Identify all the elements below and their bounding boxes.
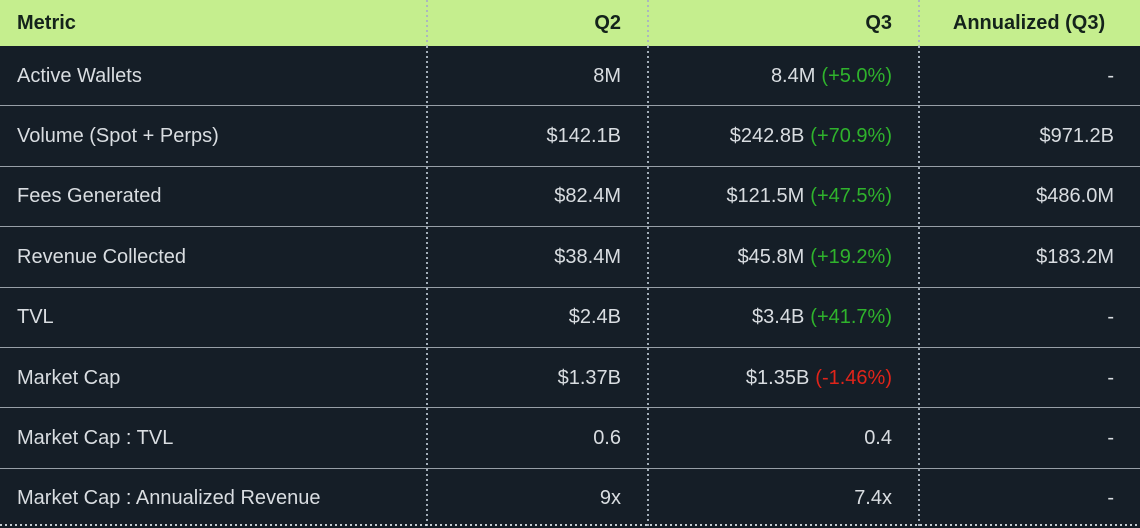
q3-amount: $121.5M (726, 185, 805, 208)
metric-label: Active Wallets (17, 64, 142, 87)
q3-value: $242.8B (+70.9%) (647, 106, 918, 166)
column-header-q2: Q2 (426, 0, 647, 46)
q3-amount: 8.4M (770, 64, 816, 87)
q3-amount: $45.8M (737, 245, 805, 268)
q3-value: $3.4B (+41.7%) (647, 287, 918, 347)
annualized-value: $183.2M (918, 227, 1140, 287)
column-header-annualized-q3: Annualized (Q3) (918, 0, 1140, 46)
metric-label: Volume (Spot + Perps) (17, 125, 219, 148)
q3-value: 0.4 (647, 408, 918, 468)
metric-label: Revenue Collected (17, 245, 186, 268)
metric-label: Fees Generated (17, 185, 162, 208)
table-row-fees-generated: Fees Generated $82.4M $121.5M (+47.5%) $4… (0, 165, 1140, 227)
q2-value: $142.1B (426, 106, 647, 166)
q3-amount: 7.4x (854, 487, 892, 510)
q3-value: 8.4M (+5.0%) (647, 46, 918, 106)
q2-value: $38.4M (426, 227, 647, 287)
q3-change-badge: (+41.7%) (810, 306, 892, 329)
q3-change-badge: (+70.9%) (810, 125, 892, 148)
q3-value: 7.4x (647, 468, 918, 528)
annualized-value: - (918, 46, 1140, 106)
table-row-market-cap-annualized-revenue: Market Cap : Annualized Revenue 9x 7.4x … (0, 467, 1140, 528)
q3-change-badge: (+5.0%) (821, 64, 892, 87)
metric-label: Market Cap : TVL (17, 426, 174, 449)
q2-value: $1.37B (426, 347, 647, 408)
annualized-value: - (918, 468, 1140, 528)
q2-value: 8M (426, 46, 647, 106)
q3-value: $45.8M (+19.2%) (647, 227, 918, 287)
table-row-active-wallets: Active Wallets 8M 8.4M (+5.0%) - (0, 46, 1140, 106)
q3-amount: 0.4 (864, 426, 892, 449)
q2-value: 0.6 (426, 408, 647, 468)
table-row-revenue-collected: Revenue Collected $38.4M $45.8M (+19.2%) … (0, 226, 1140, 287)
q3-value: $121.5M (+47.5%) (647, 166, 918, 227)
annualized-value: $486.0M (918, 166, 1140, 227)
q3-amount: $242.8B (729, 125, 805, 148)
annualized-value: - (918, 408, 1140, 468)
annualized-value: $971.2B (918, 106, 1140, 166)
q2-value: $82.4M (426, 166, 647, 227)
table-row-volume: Volume (Spot + Perps) $142.1B $242.8B (+7… (0, 105, 1140, 166)
q3-amount: $3.4B (752, 306, 805, 329)
table-header-row: Metric Q2 Q3 Annualized (Q3) (0, 0, 1140, 46)
annualized-value: - (918, 287, 1140, 347)
q2-value: 9x (426, 468, 647, 528)
column-header-metric: Metric (17, 12, 76, 34)
q3-value: $1.35B (-1.46%) (647, 347, 918, 408)
metric-label: TVL (17, 306, 54, 329)
table-row-market-cap: Market Cap $1.37B $1.35B (-1.46%) - (0, 346, 1140, 408)
q3-amount: $1.35B (745, 366, 810, 389)
metric-label: Market Cap (17, 366, 121, 389)
column-header-q3: Q3 (647, 0, 918, 46)
metric-label: Market Cap : Annualized Revenue (17, 487, 321, 510)
q2-value: $2.4B (426, 287, 647, 347)
table-row-tvl: TVL $2.4B $3.4B (+41.7%) - (0, 286, 1140, 347)
table-row-market-cap-tvl: Market Cap : TVL 0.6 0.4 - (0, 407, 1140, 468)
q3-change-badge: (-1.46%) (815, 366, 892, 389)
annualized-value: - (918, 347, 1140, 408)
q3-change-badge: (+47.5%) (810, 185, 892, 208)
q3-change-badge: (+19.2%) (810, 245, 892, 268)
